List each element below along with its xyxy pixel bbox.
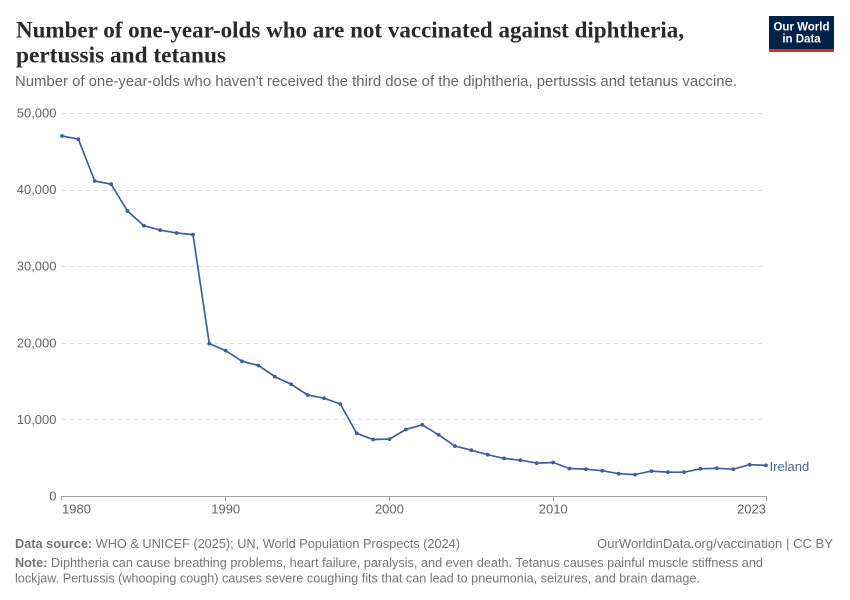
svg-text:2010: 2010 [539,502,568,517]
svg-text:pertussis and tetanus: pertussis and tetanus [16,43,226,69]
svg-text:lockjaw. Pertussis (whooping c: lockjaw. Pertussis (whooping cough) caus… [15,571,700,586]
svg-text:40,000: 40,000 [17,182,57,197]
svg-text:OurWorldinData.org/vaccination: OurWorldinData.org/vaccination | CC BY [597,536,833,551]
svg-text:2023: 2023 [737,502,766,517]
svg-text:50,000: 50,000 [17,106,57,121]
svg-text:20,000: 20,000 [17,335,57,350]
svg-text:1980: 1980 [62,502,91,517]
svg-text:Number of one-year-olds who ar: Number of one-year-olds who are not vacc… [16,18,684,44]
svg-text:1990: 1990 [211,502,240,517]
svg-text:Number of one-year-olds who ha: Number of one-year-olds who haven't rece… [15,73,737,90]
svg-text:Our World: Our World [773,22,829,34]
svg-text:2000: 2000 [375,502,404,517]
svg-text:10,000: 10,000 [17,412,57,427]
svg-text:Note: Diphtheria can cause bre: Note: Diphtheria can cause breathing pro… [15,555,763,570]
svg-text:0: 0 [49,489,56,504]
svg-text:in Data: in Data [782,34,821,46]
svg-text:Ireland: Ireland [770,459,810,474]
svg-text:30,000: 30,000 [17,259,57,274]
svg-text:Data source: WHO & UNICEF (202: Data source: WHO & UNICEF (2025); UN, Wo… [15,536,460,551]
